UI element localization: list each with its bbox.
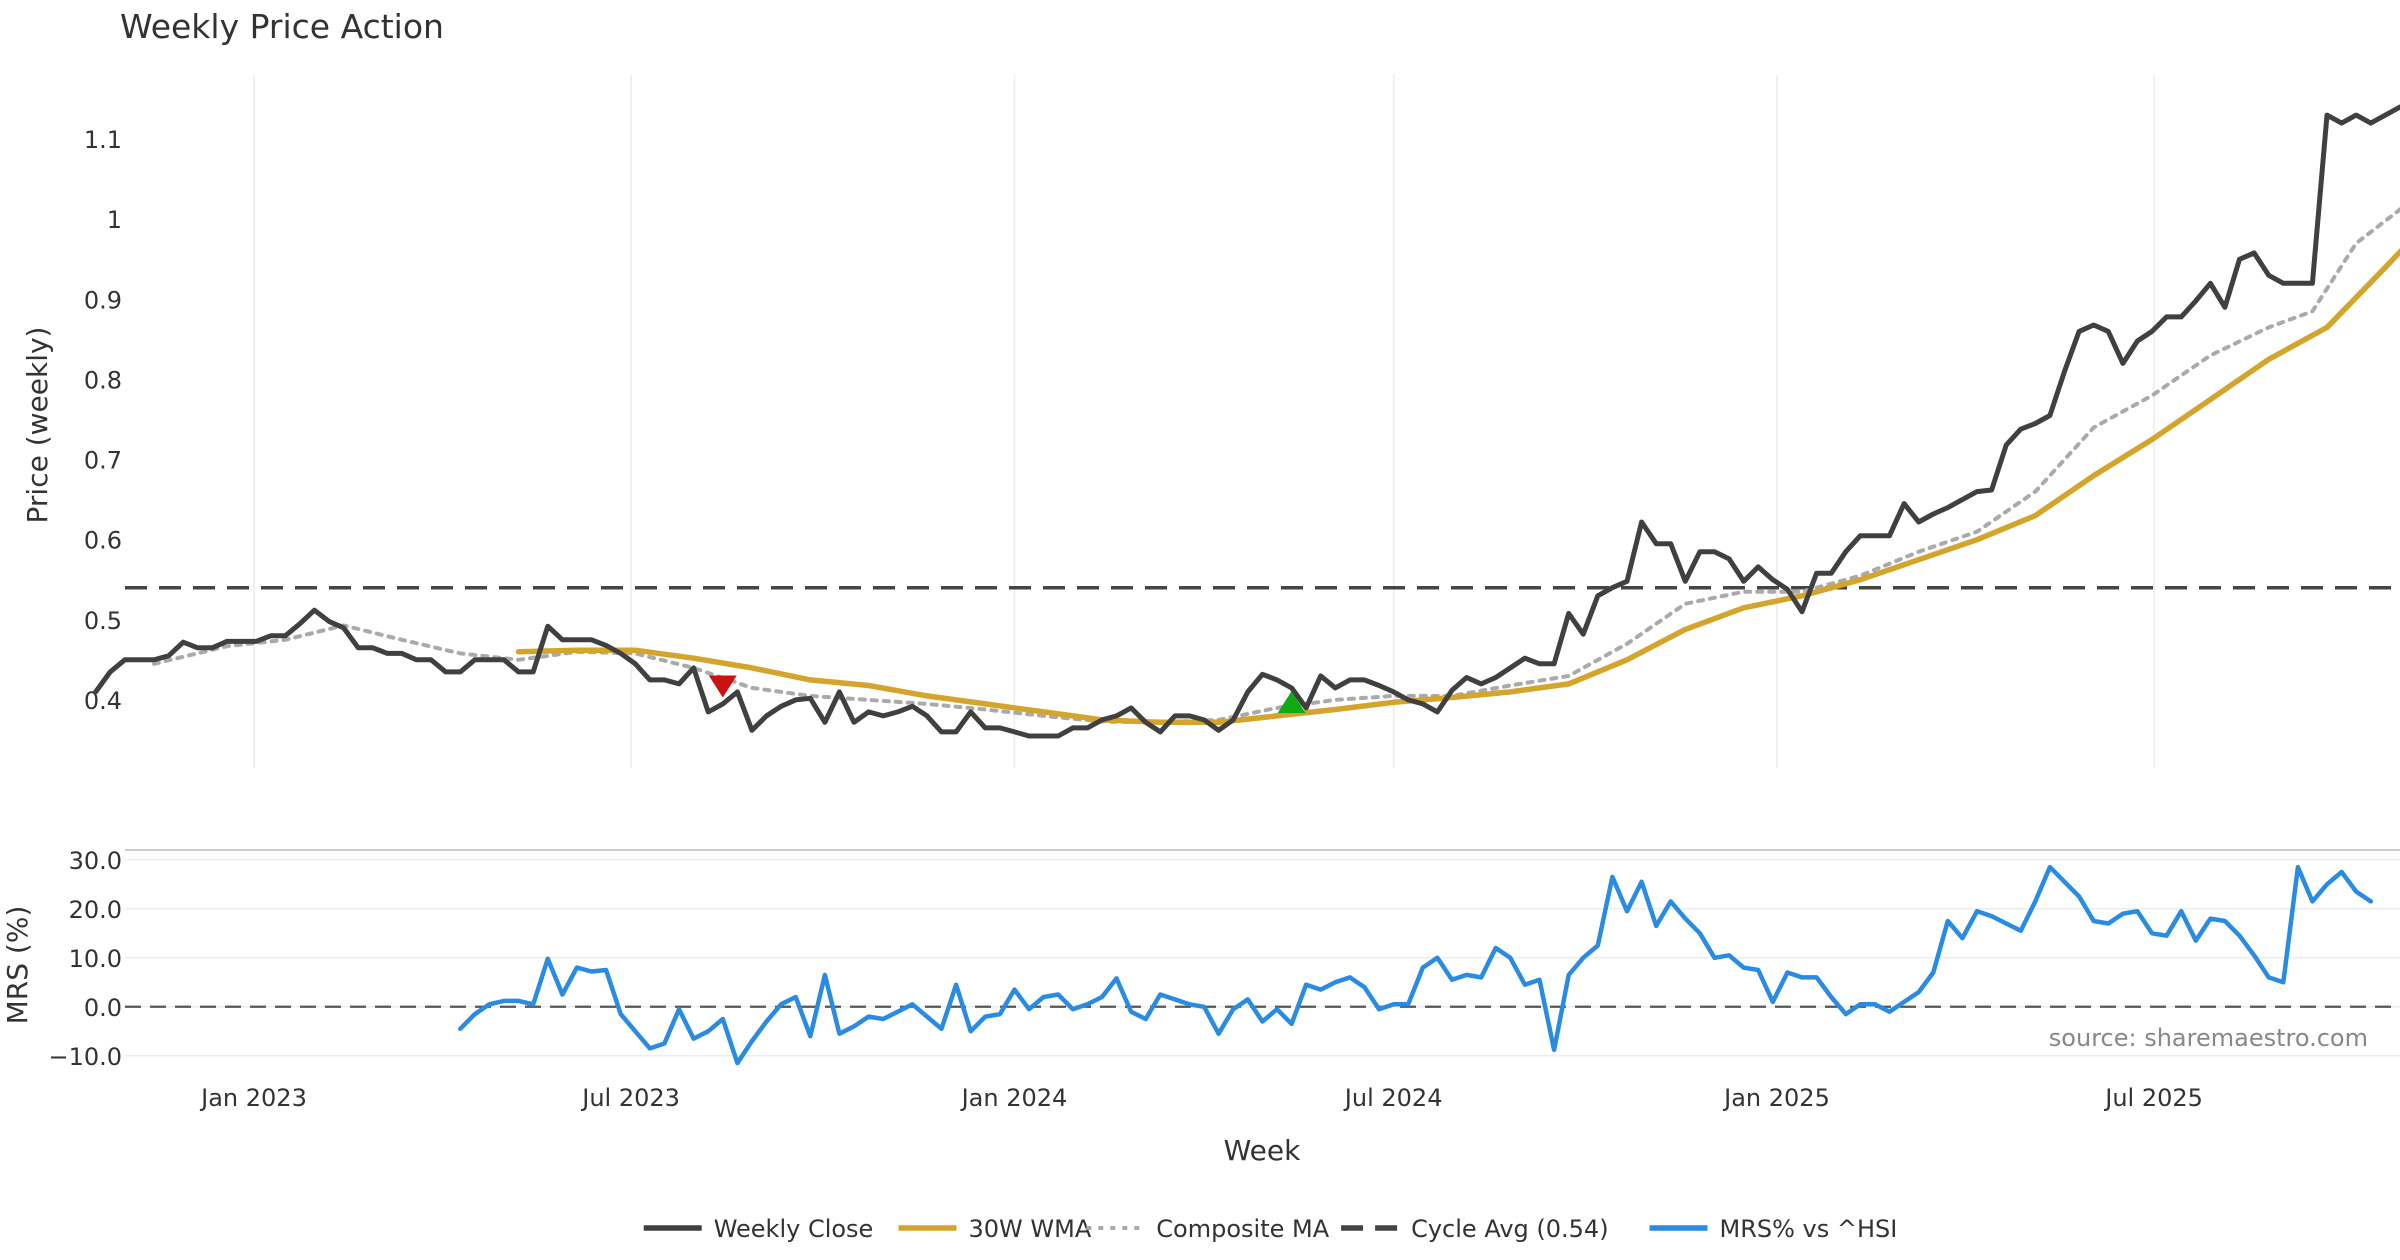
- mrs-y-tick-label: −10.0: [48, 1043, 122, 1071]
- price-panel: 0.4 0.5 0.6 0.7 0.8 0.9 1 1.1 Price (weekly): [21, 75, 2400, 768]
- mrs-y-ticks: 30.0 20.0 10.0 0.0 −10.0: [48, 847, 122, 1071]
- price-grid: [253, 75, 2155, 768]
- legend-item-composite-ma: Composite MA: [1086, 1215, 1330, 1243]
- chart-title: Weekly Price Action: [120, 7, 444, 46]
- legend-label: Composite MA: [1156, 1215, 1329, 1243]
- price-y-tick-label: 0.6: [84, 527, 122, 555]
- legend-item-mrs-vs-hsi: MRS% vs ^HSI: [1649, 1215, 1898, 1243]
- series-composite-ma: [152, 207, 2400, 725]
- legend-item-30w-wma: 30W WMA: [898, 1215, 1092, 1243]
- mrs-series: [458, 864, 2374, 1066]
- x-axis-label: Week: [1224, 1134, 1301, 1167]
- x-tick-label: Jan 2025: [1722, 1084, 1830, 1112]
- series-weekly-close: [93, 104, 2400, 739]
- mrs-y-tick-label: 20.0: [69, 896, 122, 924]
- price-y-tick-label: 0.4: [84, 687, 122, 715]
- series-mrs-vs-hsi: [458, 864, 2374, 1066]
- price-y-tick-label: 0.7: [84, 447, 122, 475]
- x-tick-label: Jul 2024: [1343, 1084, 1443, 1112]
- price-y-tick-label: 1: [107, 206, 122, 234]
- source-note: source: sharemaestro.com: [2049, 1024, 2368, 1052]
- price-y-tick-label: 1.1: [84, 126, 122, 154]
- legend: Weekly Close 30W WMA Composite MA Cycle Avg…: [643, 1215, 1898, 1243]
- mrs-y-tick-label: 30.0: [69, 847, 122, 875]
- price-y-tick-label: 0.5: [84, 607, 122, 635]
- signal-markers: [708, 675, 1306, 714]
- legend-label: MRS% vs ^HSI: [1720, 1215, 1898, 1243]
- price-y-ticks: 0.4 0.5 0.6 0.7 0.8 0.9 1 1.1: [84, 126, 122, 715]
- mrs-y-tick-label: 10.0: [69, 945, 122, 973]
- mrs-y-tick-label: 0.0: [84, 994, 122, 1022]
- price-y-axis-label: Price (weekly): [21, 327, 54, 524]
- legend-item-cycle-avg-0-54: Cycle Avg (0.54): [1341, 1215, 1609, 1243]
- legend-label: Cycle Avg (0.54): [1411, 1215, 1608, 1243]
- series-30w-wma: [515, 247, 2400, 726]
- buy-signal-marker: [1277, 691, 1306, 714]
- x-tick-label: Jan 2024: [960, 1084, 1068, 1112]
- mrs-panel: 30.0 20.0 10.0 0.0 −10.0 MRS (%) source: sha…: [1, 847, 2400, 1071]
- mrs-y-axis-label: MRS (%): [1, 906, 34, 1025]
- x-tick-label: Jan 2023: [199, 1084, 307, 1112]
- sell-signal-marker: [708, 675, 737, 698]
- price-y-tick-label: 0.9: [84, 286, 122, 314]
- x-tick-label: Jul 2023: [580, 1084, 680, 1112]
- x-axis-ticks: Jan 2023 Jul 2023 Jan 2024 Jul 2024 Jan 2025…: [199, 1084, 2203, 1112]
- price-y-tick-label: 0.8: [84, 366, 122, 394]
- legend-label: 30W WMA: [969, 1215, 1092, 1243]
- legend-label: Weekly Close: [714, 1215, 874, 1243]
- x-tick-label: Jul 2025: [2103, 1084, 2203, 1112]
- price-series: [93, 104, 2400, 739]
- legend-item-weekly-close: Weekly Close: [643, 1215, 874, 1243]
